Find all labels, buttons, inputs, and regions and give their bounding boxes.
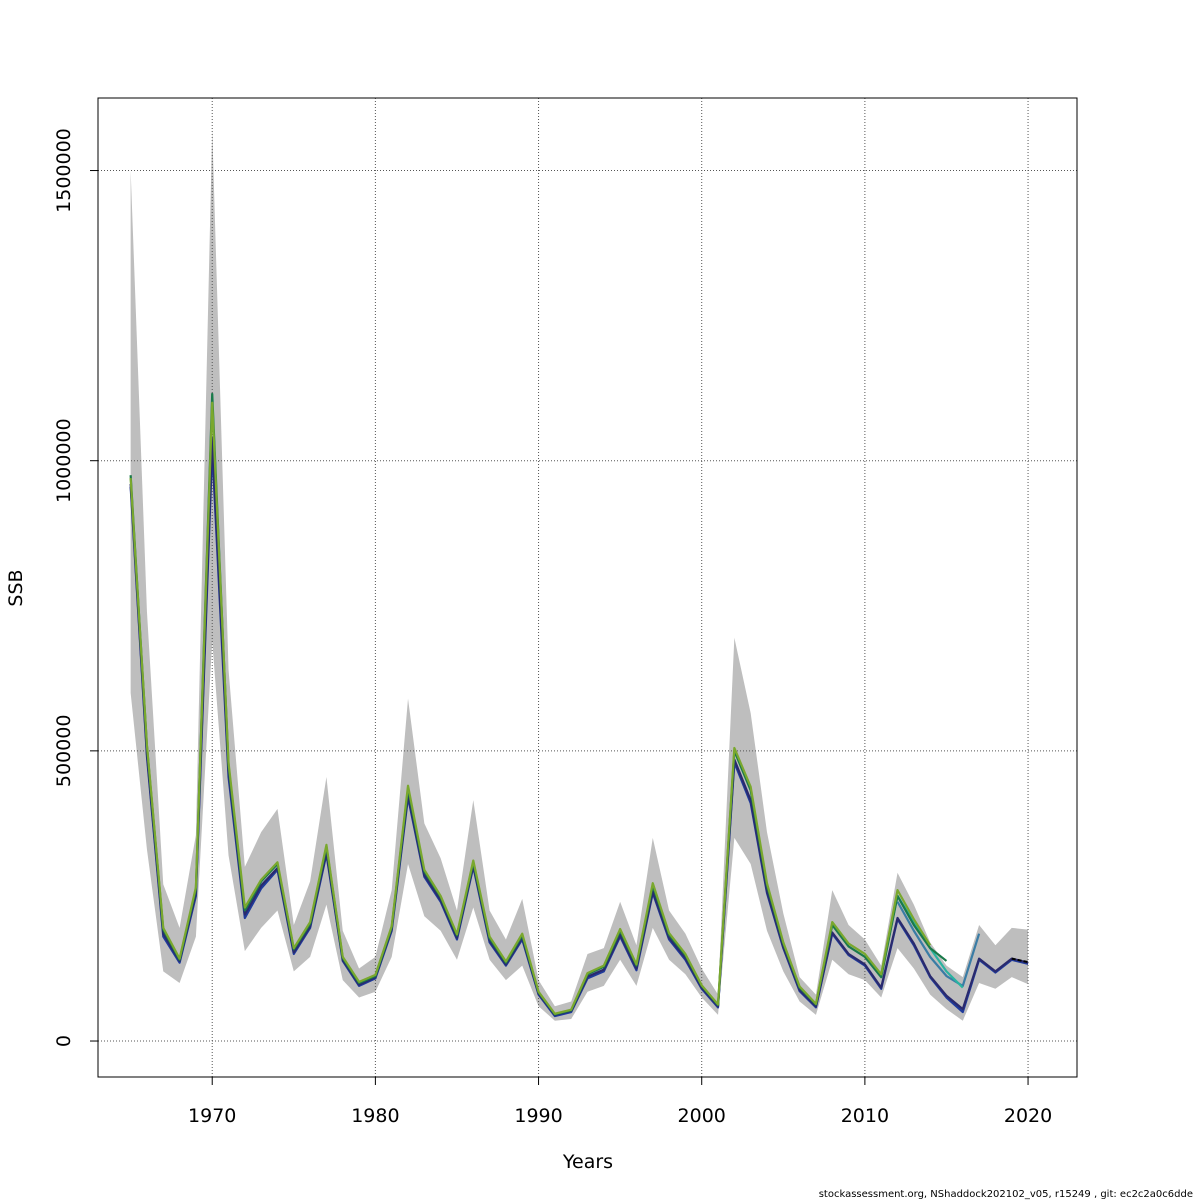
x-tick-label: 1980 [351, 1105, 399, 1127]
y-axis-title: SSB [5, 569, 27, 606]
y-tick-label: 500000 [53, 715, 75, 788]
y-tick-label: 1000000 [53, 418, 75, 503]
x-axis: 1970 1980 1990 2000 2010 2020 [188, 1077, 1052, 1127]
x-axis-title: Years [562, 1151, 613, 1173]
terminal-segment [1011, 957, 1029, 964]
y-tick-label: 1500000 [53, 128, 75, 213]
series-line-3 [896, 901, 981, 987]
x-tick-label: 2000 [678, 1105, 726, 1127]
x-tick-label: 1990 [514, 1105, 562, 1127]
x-tick-label: 2020 [1004, 1105, 1052, 1127]
series-line-6 [129, 401, 932, 1015]
footer-note: stockassessment.org, NShaddock202102_v05… [819, 1189, 1193, 1200]
y-axis: 0 500000 1000000 1500000 [53, 128, 98, 1047]
plot-frame [97, 97, 1078, 1078]
confidence-band-layer [130, 129, 1029, 1021]
x-tick-label: 2010 [841, 1105, 889, 1127]
x-tick-label: 1970 [188, 1105, 236, 1127]
grid-layer [98, 98, 1077, 1077]
confidence-band [130, 129, 1029, 1021]
series-layer [129, 392, 1029, 1018]
y-tick-label: 0 [53, 1035, 75, 1047]
